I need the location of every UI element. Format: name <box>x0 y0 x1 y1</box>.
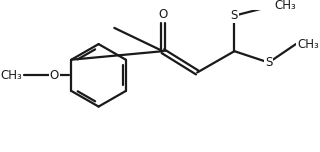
Text: O: O <box>158 8 168 21</box>
Text: S: S <box>231 9 238 22</box>
Text: CH₃: CH₃ <box>297 38 319 51</box>
Text: O: O <box>50 69 59 82</box>
Text: CH₃: CH₃ <box>1 69 22 82</box>
Text: S: S <box>265 56 272 69</box>
Text: CH₃: CH₃ <box>275 0 296 12</box>
